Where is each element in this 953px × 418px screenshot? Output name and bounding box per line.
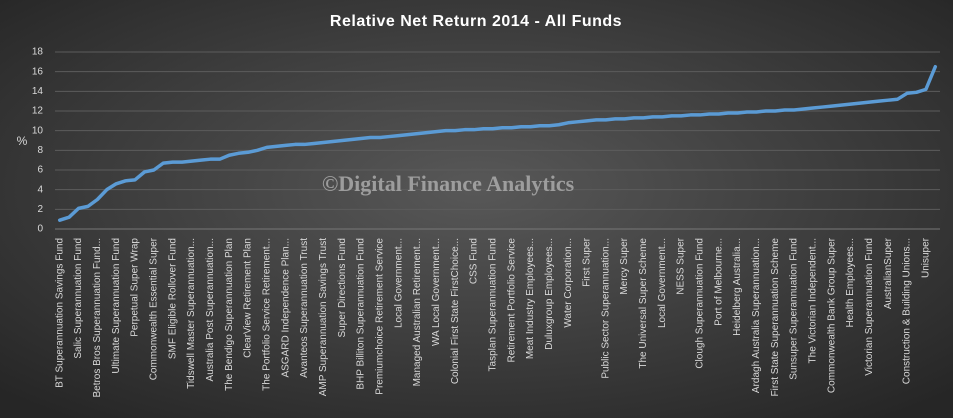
line-series [57, 65, 938, 222]
x-tick-label: WA Local Government... [431, 238, 442, 346]
x-tick-label: The Bendigo Superannuation Plan [224, 238, 235, 391]
x-tick-label: ClearView Retirement Plan [243, 238, 254, 358]
y-tick-label: 8 [37, 145, 43, 156]
y-tick-label: 4 [37, 184, 43, 195]
x-tick-label: Sunsuper Superannuation Fund [789, 238, 800, 380]
x-tick-label: Commonwealth Bank Group Super [826, 237, 837, 393]
x-tick-label: Heidelberg Australia... [732, 238, 743, 336]
y-tick-label: 12 [32, 106, 44, 117]
x-tick-label: BT Superannuation Savings Fund [54, 238, 65, 388]
y-axis-label: % [17, 134, 28, 148]
x-tick-label: Premiumchoice Retirement Service [374, 238, 385, 395]
x-tick-label: Clough Superannuation Fund [695, 238, 706, 369]
x-tick-label: The Universal Super Scheme [638, 238, 649, 369]
y-tick-label: 16 [32, 66, 44, 77]
x-tick-label: Retirement Portfolio Service [506, 238, 517, 363]
x-tick-label: Tidswell Master Superannuation... [186, 238, 197, 389]
x-tick-label: BHP Billiton Superannuation Fund [356, 238, 367, 390]
x-tick-label: CSS Fund [469, 238, 480, 284]
x-tick-label: SMF Eligible Rollover Fund [167, 238, 178, 359]
x-tick-label: Water Corporation... [563, 238, 574, 328]
x-tick-label: Perpetual Super Wrap [130, 238, 141, 337]
x-tick-label: First Super [582, 237, 593, 287]
x-tick-label: Betros Bros Superannuation Fund... [92, 238, 103, 398]
x-tick-label: Colonial First State FirstChoice... [450, 238, 461, 384]
x-tick-label: Port of Melbourne... [713, 238, 724, 326]
x-tick-label: Ardagh Australia Superannuation... [751, 238, 762, 393]
x-tick-label: NESS Super [676, 237, 687, 294]
chart-title: Relative Net Return 2014 - All Funds [330, 13, 622, 30]
y-tick-label: 10 [32, 125, 44, 136]
x-tick-label: Managed Australian Retirement... [412, 238, 423, 386]
y-tick-label: 6 [37, 165, 43, 176]
x-tick-label: Local Government... [657, 238, 668, 328]
x-tick-label: Victorian Superannuation Fund [864, 238, 875, 376]
x-tick-label: Local Government... [393, 238, 404, 328]
x-tick-label: Health Employees... [845, 238, 856, 328]
x-tick-label: Australia Post Superannuation... [205, 238, 216, 381]
watermark: ©Digital Finance Analytics [322, 171, 575, 196]
x-tick-label: Salic Superannuation Fund [73, 238, 84, 359]
x-tick-label: ASGARD Independence Plan... [280, 238, 291, 378]
x-tick-label: Unisuper [921, 237, 932, 278]
x-tick-label: The Portfolio Service Retirement... [261, 238, 272, 391]
x-tick-label: AustralianSuper [883, 237, 894, 309]
y-tick-label: 0 [37, 224, 43, 235]
x-tick-label: Commonwealth Essential Super [148, 237, 159, 380]
x-tick-label: Mercy Super [619, 237, 630, 294]
x-tick-label: The Victorian Independent... [808, 238, 819, 363]
x-tick-label: Super Directions Fund [337, 238, 348, 338]
y-tick-label: 2 [37, 204, 43, 215]
x-tick-label: Avanteos Superannuation Trust [299, 238, 310, 378]
x-tick-label: AMP Superannuation Savings Trust [318, 238, 329, 396]
x-tick-label: Ultimate Superannuation Fund [111, 238, 122, 374]
x-tick-label: Construction & Building Unions... [902, 238, 913, 384]
x-tick-label: Duluxgroup Employees... [544, 238, 555, 350]
x-tick-label: First State Superannuation Scheme [770, 238, 781, 397]
x-tick-label: Meat Industry Employees... [525, 238, 536, 359]
y-tick-label: 18 [32, 47, 44, 58]
y-tick-label: 14 [32, 86, 44, 97]
x-tick-label: Tasplan Superannuation Fund [487, 238, 498, 371]
x-tick-label: Public Sector Superannuation... [600, 238, 611, 379]
